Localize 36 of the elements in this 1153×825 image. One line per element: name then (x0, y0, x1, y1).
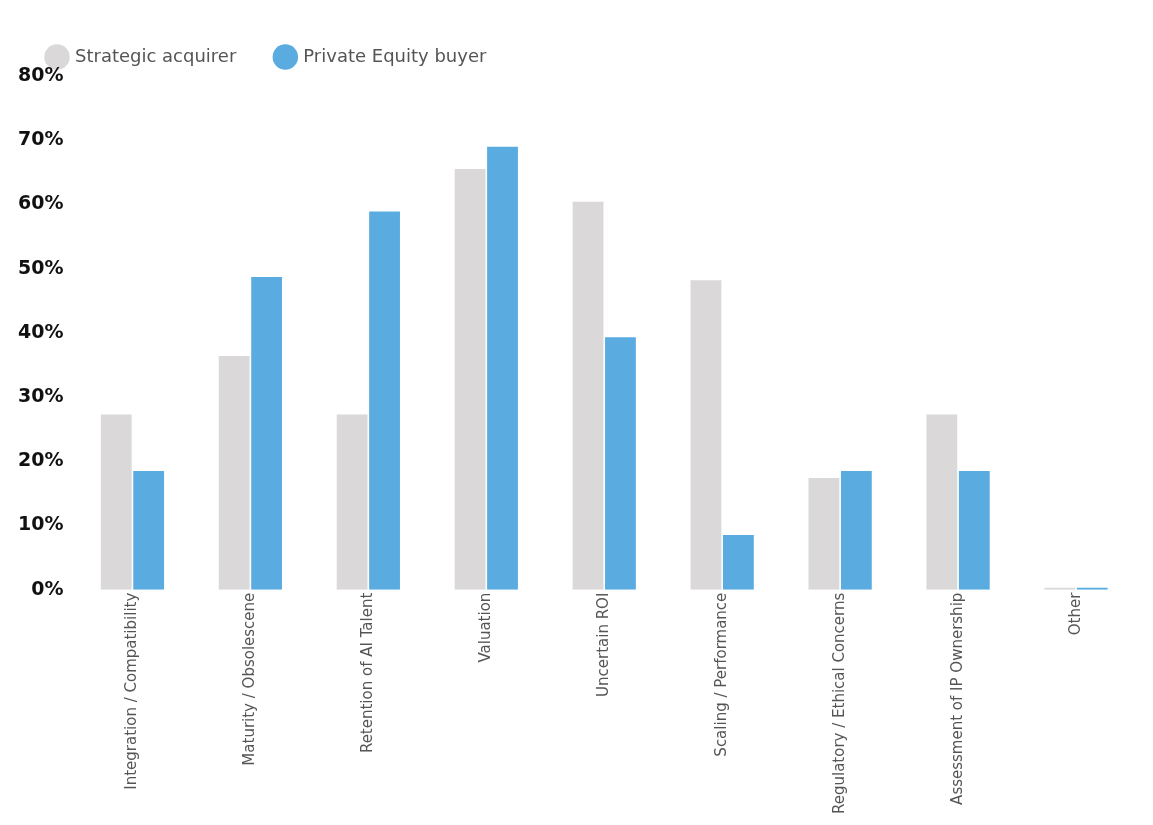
y-tick-label: 80% (17, 62, 64, 85)
bar (840, 470, 872, 590)
y-tick-label: 0% (31, 576, 64, 599)
bar (336, 414, 368, 590)
x-tick-label: Regulatory / Ethical Concerns (830, 592, 849, 814)
bar (100, 414, 132, 590)
x-tick-label: Uncertain ROI (594, 592, 613, 697)
y-tick-label: 70% (17, 127, 64, 150)
legend-label: Private Equity buyer (303, 44, 488, 66)
bar (926, 414, 958, 590)
y-tick-label: 60% (17, 191, 64, 214)
legend-label: Strategic acquirer (75, 44, 237, 66)
x-tick-label: Valuation (476, 592, 495, 663)
bar (133, 470, 165, 590)
y-tick-label: 20% (17, 448, 64, 471)
y-tick-label: 30% (17, 383, 64, 406)
x-tick-label: Other (1065, 591, 1084, 636)
bar (808, 477, 840, 590)
bar (572, 201, 604, 590)
y-tick-label: 50% (17, 255, 64, 278)
bar (690, 280, 722, 590)
x-tick-label: Maturity / Obsolescene (240, 592, 259, 766)
y-tick-label: 40% (17, 319, 64, 342)
x-tick-label: Integration / Compatibility (122, 592, 141, 790)
x-tick-label: Assessment of IP Ownership (947, 592, 966, 805)
bar (958, 470, 990, 590)
y-tick-label: 10% (17, 512, 64, 535)
bar (605, 337, 636, 590)
bar (723, 535, 754, 590)
bar (454, 169, 486, 590)
bar (369, 211, 400, 590)
bar (251, 276, 283, 590)
bar (218, 355, 250, 590)
bar (487, 146, 518, 590)
x-tick-label: Scaling / Performance (712, 592, 731, 757)
x-tick-label: Retention of AI Talent (358, 592, 377, 754)
